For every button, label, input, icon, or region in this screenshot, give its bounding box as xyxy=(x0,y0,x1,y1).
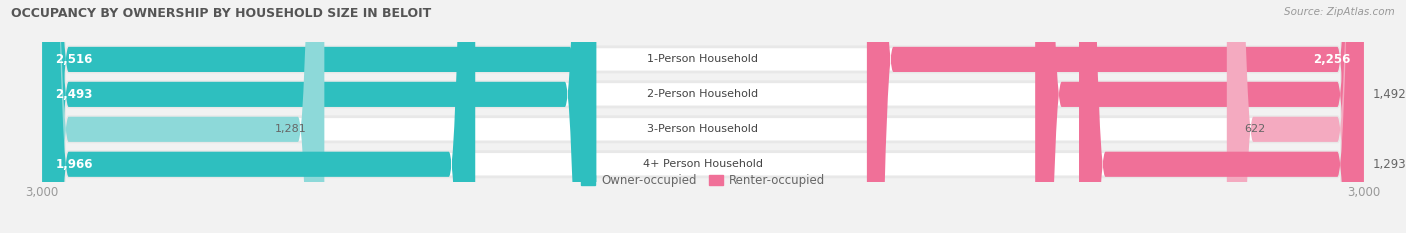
Text: 622: 622 xyxy=(1244,124,1265,134)
Text: OCCUPANCY BY OWNERSHIP BY HOUSEHOLD SIZE IN BELOIT: OCCUPANCY BY OWNERSHIP BY HOUSEHOLD SIZE… xyxy=(11,7,432,20)
Text: 1,966: 1,966 xyxy=(55,158,93,171)
FancyBboxPatch shape xyxy=(42,0,1364,233)
FancyBboxPatch shape xyxy=(1078,0,1364,233)
FancyBboxPatch shape xyxy=(1035,0,1364,233)
Text: 1,281: 1,281 xyxy=(276,124,307,134)
Legend: Owner-occupied, Renter-occupied: Owner-occupied, Renter-occupied xyxy=(581,174,825,187)
FancyBboxPatch shape xyxy=(42,0,1364,233)
FancyBboxPatch shape xyxy=(42,0,592,233)
Text: Source: ZipAtlas.com: Source: ZipAtlas.com xyxy=(1284,7,1395,17)
Text: 3-Person Household: 3-Person Household xyxy=(648,124,758,134)
Text: 1,293: 1,293 xyxy=(1372,158,1406,171)
FancyBboxPatch shape xyxy=(42,0,475,233)
FancyBboxPatch shape xyxy=(42,0,1364,233)
Text: 2,493: 2,493 xyxy=(55,88,93,101)
FancyBboxPatch shape xyxy=(42,0,325,233)
FancyBboxPatch shape xyxy=(868,0,1364,233)
Text: 2,256: 2,256 xyxy=(1313,53,1351,66)
Text: 1-Person Household: 1-Person Household xyxy=(648,55,758,64)
FancyBboxPatch shape xyxy=(42,0,1364,233)
Text: 1,492: 1,492 xyxy=(1372,88,1406,101)
Text: 2,516: 2,516 xyxy=(55,53,93,66)
FancyBboxPatch shape xyxy=(42,0,596,233)
Text: 2-Person Household: 2-Person Household xyxy=(647,89,759,99)
FancyBboxPatch shape xyxy=(1227,0,1364,233)
Text: 4+ Person Household: 4+ Person Household xyxy=(643,159,763,169)
